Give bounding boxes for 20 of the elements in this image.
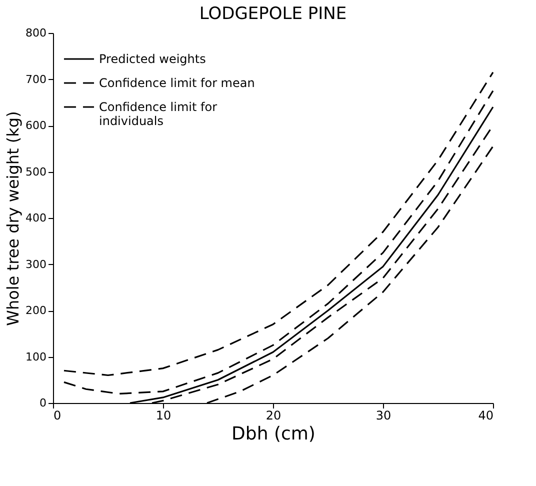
legend-label: Confidence limit for mean [99, 76, 255, 90]
y-tick-label: 700 [26, 72, 46, 86]
y-tick-label: 800 [26, 26, 46, 40]
x-axis-title: Dbh (cm) [232, 424, 316, 444]
y-tick-label: 500 [26, 165, 46, 178]
legend-label: Predicted weights [99, 52, 206, 66]
y-tick-label: 100 [26, 350, 46, 364]
y-tick-label: 600 [26, 119, 46, 132]
x-tick-label: 40 [478, 408, 494, 422]
chart-title: LODGEPOLE PINE [199, 4, 347, 24]
y-tick-label: 400 [26, 212, 46, 224]
x-tick-label: 10 [156, 408, 172, 422]
y-tick-label: 300 [26, 258, 46, 271]
y-tick-label: 0 [40, 396, 46, 410]
legend-label: Confidence limit for individuals [99, 100, 218, 128]
x-tick-label: 20 [266, 408, 282, 422]
y-axis-title: Whole tree dry weight (kg) [4, 111, 23, 326]
x-tick-label: 0 [54, 408, 62, 422]
y-tick-label: 200 [26, 304, 46, 317]
x-tick-label: 30 [376, 408, 392, 422]
